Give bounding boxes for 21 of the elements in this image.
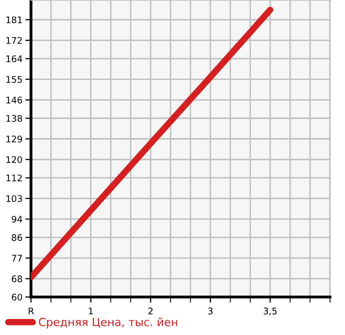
x-tick-label: 1	[88, 308, 93, 314]
x-tick-label: 3	[208, 308, 213, 314]
y-tick-label: 120	[6, 156, 22, 164]
y-tick-label: 155	[6, 76, 22, 83]
y-tick-label: 60	[12, 294, 22, 301]
legend-label: Средняя Цена, тыс. йен	[38, 318, 178, 328]
y-tick-label: 68	[12, 275, 22, 282]
x-tick-label: 3,5	[264, 308, 277, 316]
y-tick-label: 138	[6, 114, 22, 122]
y-tick-label: 129	[6, 136, 22, 142]
y-tick-label: 181	[6, 16, 22, 24]
y-tick-label: 164	[6, 55, 22, 62]
x-tick-label: 2	[148, 308, 153, 314]
x-tick-label: R	[28, 308, 34, 314]
y-tick-label: 112	[6, 174, 22, 182]
y-tick-label: 146	[6, 96, 22, 104]
y-tick-label: 172	[6, 37, 22, 44]
y-tick-label: 86	[12, 234, 22, 241]
y-tick-label: 103	[6, 195, 22, 202]
y-tick-label: 77	[12, 254, 22, 262]
y-tick-label: 94	[12, 216, 22, 223]
